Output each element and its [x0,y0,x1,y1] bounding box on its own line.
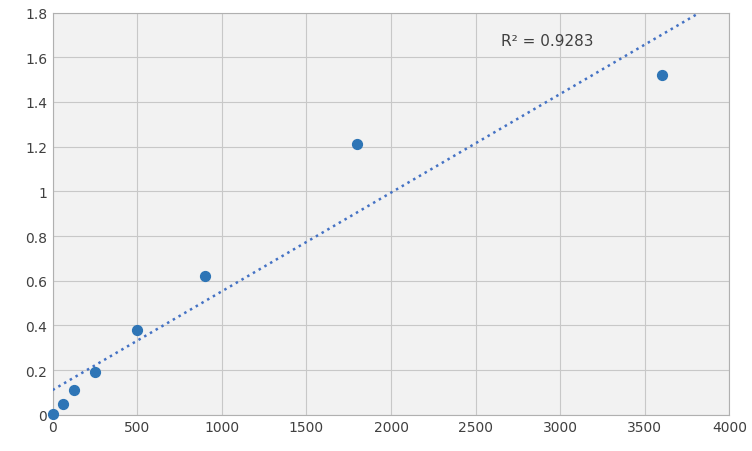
Point [351,142,363,149]
Point [656,72,668,79]
Point [131,327,143,334]
Point [57,400,69,407]
Point [47,410,59,418]
Point [199,273,211,280]
Point [68,387,80,394]
Point [89,369,101,376]
Text: R² = 0.9283: R² = 0.9283 [501,34,593,49]
